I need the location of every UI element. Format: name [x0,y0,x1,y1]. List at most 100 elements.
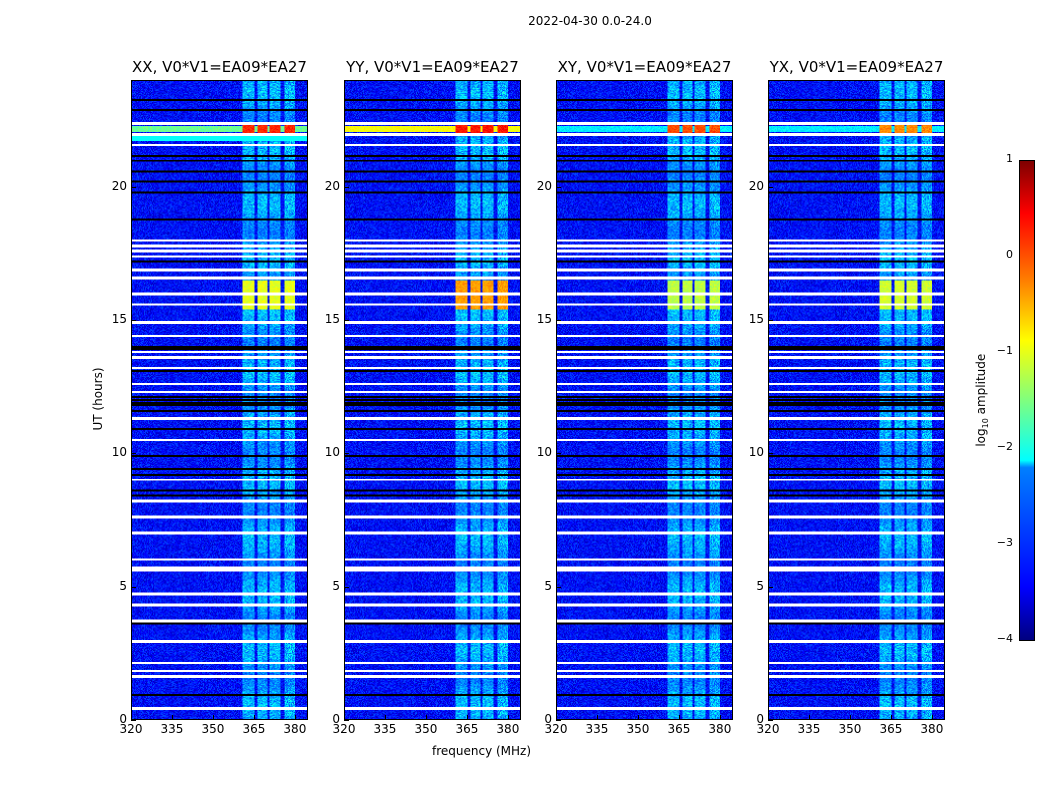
x-tick-label: 380 [496,722,520,736]
x-tick-label: 365 [455,722,479,736]
x-tick-label: 365 [879,722,903,736]
y-tick-label: 10 [536,445,552,460]
x-axis-label: frequency (MHz) [432,744,532,758]
y-tick-label: 10 [324,445,340,460]
y-tick-mark [131,586,136,588]
x-tick-mark [931,715,933,720]
x-tick-mark [384,715,386,720]
y-tick-mark [131,453,136,455]
x-tick-mark [637,715,639,720]
colorbar-label: log10 amplitude [974,350,990,450]
heatmap-canvas [557,81,732,719]
y-tick-mark [556,186,561,188]
colorbar-tick-label: −1 [996,344,1013,357]
x-tick-mark [466,715,468,720]
heatmap-panel [131,80,308,720]
x-tick-label: 335 [585,722,609,736]
colorbar-tick-label: −2 [996,440,1013,453]
colorbar-label-log: log [973,428,988,447]
y-tick-label: 20 [748,178,764,193]
y-tick-label: 20 [111,178,127,193]
x-tick-mark [768,715,769,720]
x-tick-mark [678,715,680,720]
y-tick-mark [344,453,349,455]
colorbar-label-sub: 10 [981,418,991,429]
y-tick-mark [768,586,773,588]
x-tick-mark [344,715,345,720]
panel-title: XX, V0*V1=EA09*EA27 [132,58,307,76]
x-tick-mark [212,715,214,720]
x-tick-mark [131,715,132,720]
colorbar-tick-label: −3 [996,536,1013,549]
x-tick-mark [507,715,509,720]
x-tick-label: 335 [160,722,184,736]
y-tick-mark [768,186,773,188]
panel-title: YX, V0*V1=EA09*EA27 [769,58,944,76]
x-tick-label: 350 [838,722,862,736]
x-tick-label: 320 [544,722,568,736]
y-tick-mark [131,720,136,721]
panel-title: XY, V0*V1=EA09*EA27 [557,58,732,76]
y-tick-label: 15 [111,312,127,326]
y-tick-mark [768,320,773,321]
y-tick-mark [556,720,561,721]
y-tick-mark [344,186,349,188]
colorbar-tick-label: 0 [1006,248,1013,261]
colorbar-tick-label: 1 [1006,152,1013,165]
x-tick-label: 350 [414,722,438,736]
x-tick-mark [849,715,851,720]
y-tick-mark [556,320,561,321]
x-tick-label: 365 [242,722,266,736]
x-tick-label: 380 [920,722,944,736]
y-tick-label: 0 [544,712,552,726]
figure-title: 2022-04-30 0.0-24.0 [528,14,652,28]
y-tick-label: 0 [756,712,764,726]
y-tick-mark [556,453,561,455]
x-tick-label: 320 [756,722,780,736]
heatmap-canvas [132,81,307,719]
x-tick-mark [556,715,557,720]
x-tick-label: 380 [708,722,732,736]
colorbar-tick-label: −4 [996,632,1013,645]
heatmap-canvas [769,81,944,719]
y-tick-mark [344,586,349,588]
y-tick-label: 10 [111,445,127,460]
panel-title: YY, V0*V1=EA09*EA27 [346,58,519,76]
x-tick-mark [808,715,810,720]
x-tick-mark [425,715,427,720]
heatmap-panel [344,80,521,720]
y-tick-label: 10 [748,445,764,460]
colorbar-label-rest: amplitude [973,353,988,419]
colorbar [1019,160,1035,641]
x-tick-mark [253,715,255,720]
x-tick-label: 350 [626,722,650,736]
heatmap-canvas [345,81,520,719]
x-tick-label: 380 [283,722,307,736]
x-tick-mark [171,715,173,720]
y-tick-label: 5 [119,578,127,593]
x-tick-mark [719,715,721,720]
y-tick-label: 0 [332,712,340,726]
y-tick-mark [344,320,349,321]
y-tick-mark [131,186,136,188]
y-tick-label: 15 [536,312,552,326]
x-tick-mark [890,715,892,720]
y-tick-label: 0 [119,712,127,726]
y-tick-label: 20 [536,178,552,193]
x-tick-label: 335 [797,722,821,736]
x-tick-label: 365 [667,722,691,736]
y-tick-label: 5 [544,578,552,593]
y-tick-mark [556,586,561,588]
y-tick-label: 5 [332,578,340,593]
x-tick-label: 335 [373,722,397,736]
y-tick-label: 15 [748,312,764,326]
y-tick-label: 5 [756,578,764,593]
x-tick-label: 320 [332,722,356,736]
heatmap-panel [768,80,945,720]
y-tick-mark [131,320,136,321]
y-tick-label: 20 [324,178,340,193]
x-tick-label: 320 [119,722,143,736]
x-tick-mark [294,715,296,720]
x-tick-mark [596,715,598,720]
x-tick-label: 350 [201,722,225,736]
